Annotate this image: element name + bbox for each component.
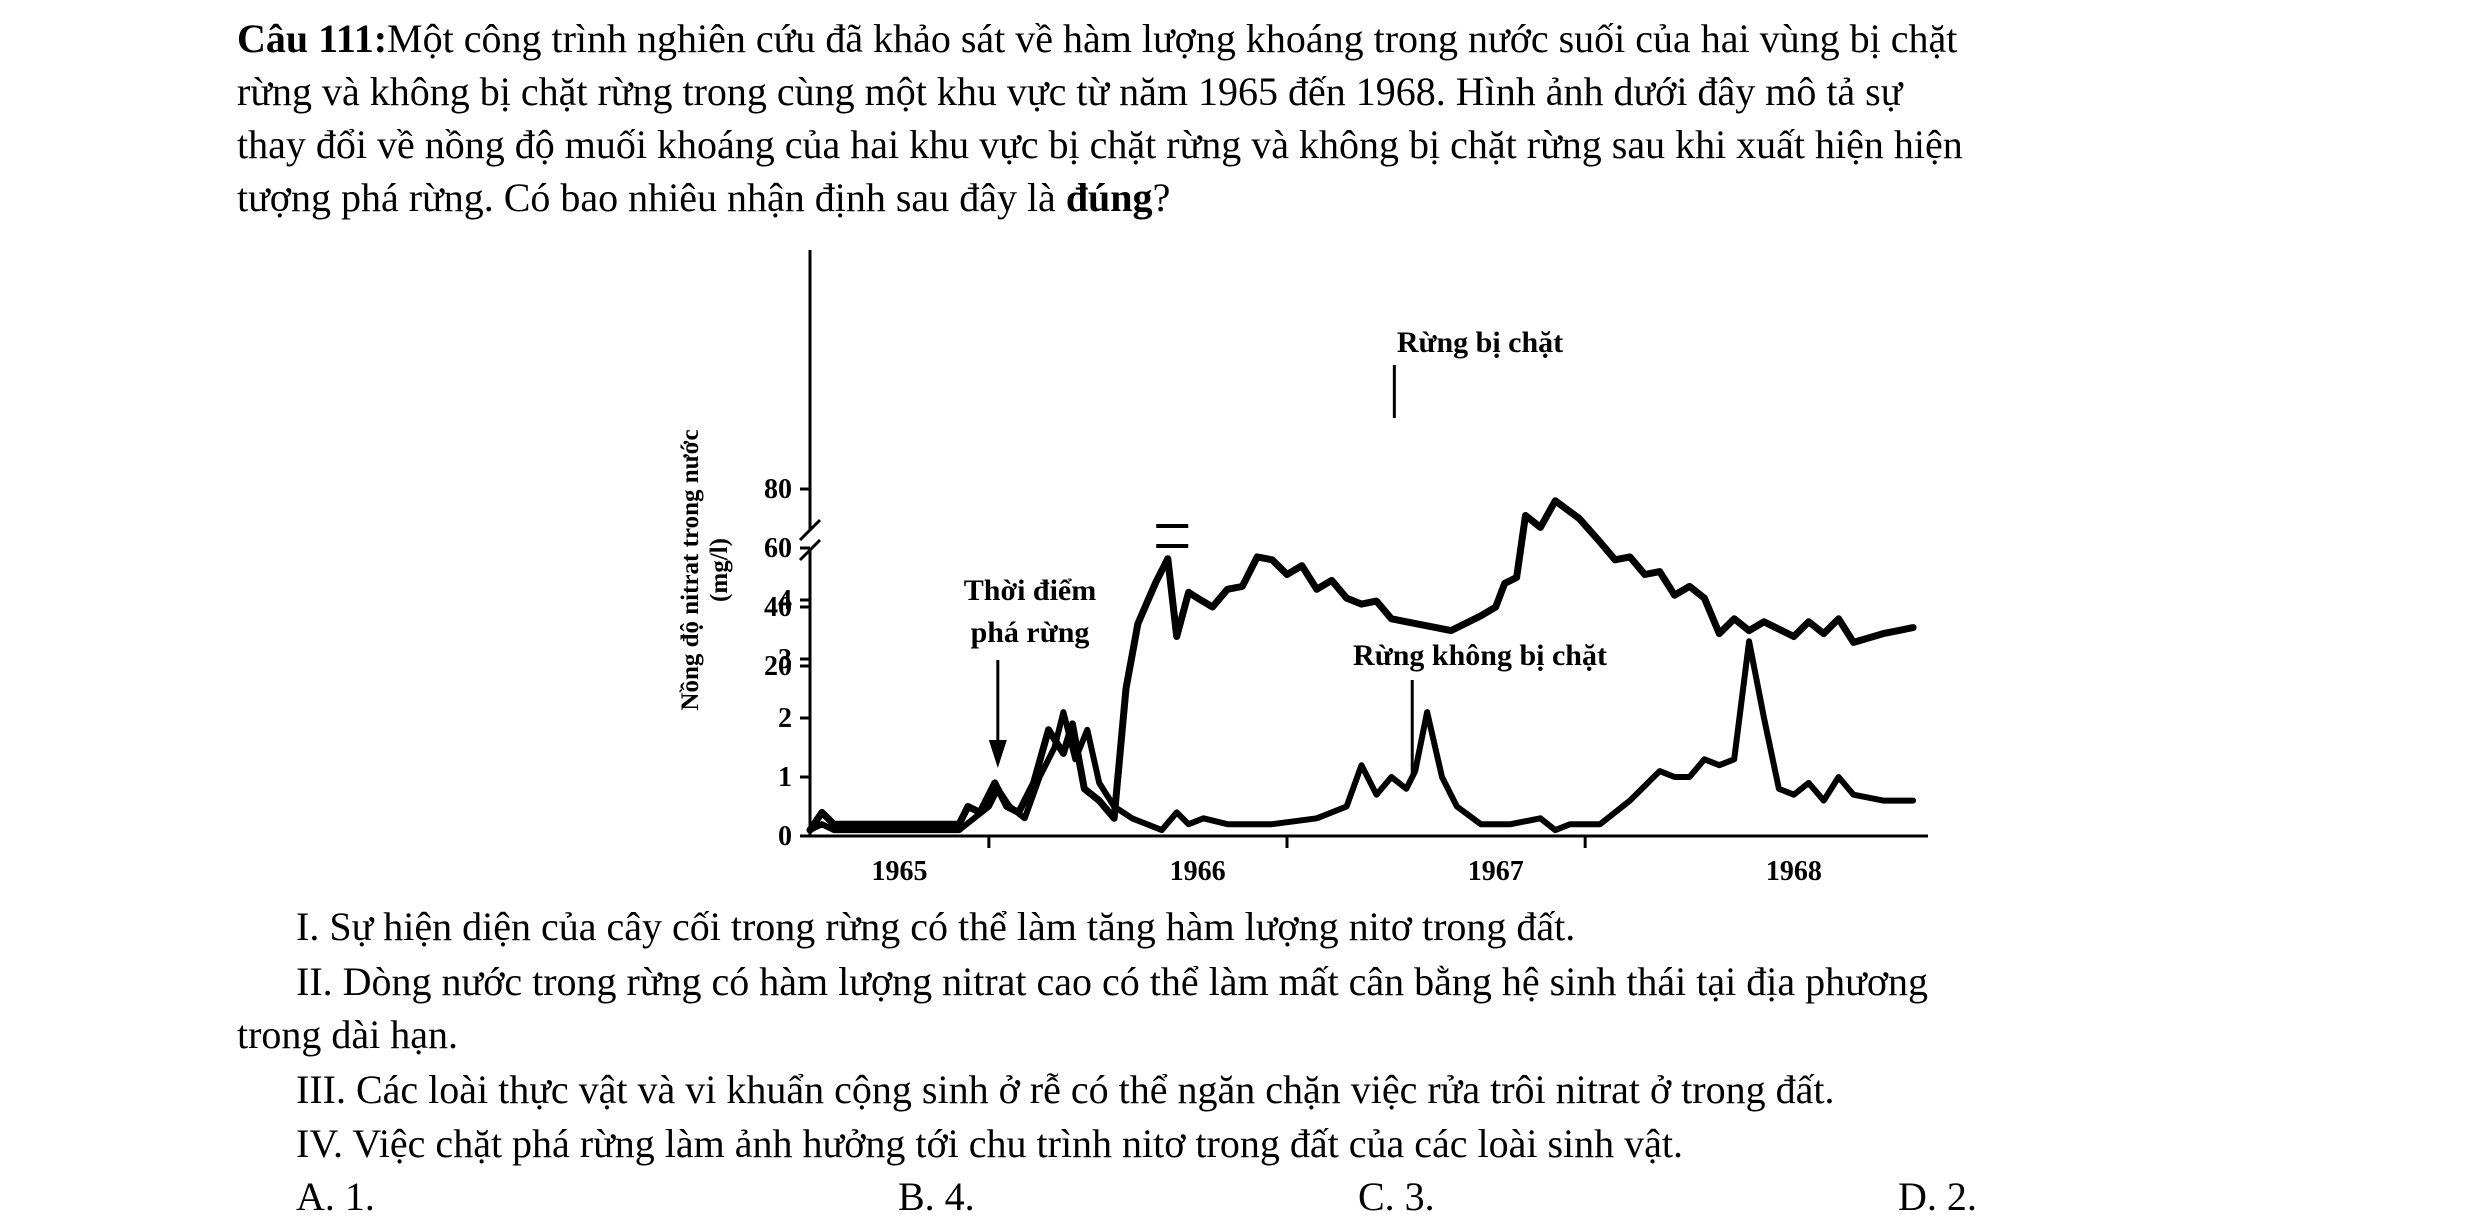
statement-4: IV. Việc chặt phá rừng làm ảnh hưởng tới… xyxy=(237,1117,1683,1170)
y-axis-title: Nồng độ nitrat trong nước xyxy=(677,429,704,710)
question-line-2: rừng và không bị chặt rừng trong cùng mộ… xyxy=(237,69,1903,114)
x-tick-label: 1968 xyxy=(1766,856,1822,887)
x-tick-label: 1966 xyxy=(1170,856,1226,887)
annotation-cut-forest: Rừng bị chặt xyxy=(1397,326,1563,359)
statement-3-text: III. Các loài thực vật và vi khuẩn cộng … xyxy=(296,1067,1835,1112)
y-tick-label: 0 xyxy=(778,821,792,852)
statement-4-text: IV. Việc chặt phá rừng làm ảnh hưởng tới… xyxy=(296,1121,1684,1166)
statement-2-text: II. Dòng nước trong rừng có hàm lượng ni… xyxy=(296,959,1928,1004)
question-line-4: tượng phá rừng. Có bao nhiêu nhận định s… xyxy=(237,171,2337,224)
statement-2: II. Dòng nước trong rừng có hàm lượng ni… xyxy=(237,955,1928,1008)
question-line-1-text: Một công trình nghiên cứu đã khảo sát về… xyxy=(387,16,1958,61)
statement-1-text: I. Sự hiện diện của cây cối trong rừng c… xyxy=(296,904,1576,949)
annotation-deforestation-line1: Thời điểm xyxy=(964,574,1096,607)
axis-break-mark-top xyxy=(798,518,822,542)
question-line-4-text: tượng phá rừng. Có bao nhiêu nhận định s… xyxy=(237,175,1066,220)
option-c[interactable]: C. 3. xyxy=(1358,1174,1435,1219)
chart-series xyxy=(806,497,1917,834)
x-tick-label: 1967 xyxy=(1468,856,1524,887)
deforestation-arrow-head xyxy=(988,740,1007,768)
cut-off-previous-line xyxy=(0,0,2481,12)
option-d[interactable]: D. 2. xyxy=(1898,1174,1977,1219)
question-text: Câu 111:Một công trình nghiên cứu đã khả… xyxy=(237,12,2337,224)
x-tick-label: 1965 xyxy=(871,856,927,887)
y-tick-label: 40 xyxy=(764,592,792,623)
question-end: ? xyxy=(1152,175,1171,220)
statement-2-continued: trong dài hạn. xyxy=(237,1012,459,1057)
annotation-deforestation-line2: phá rừng xyxy=(971,616,1090,649)
y-tick-label: 2 xyxy=(778,703,792,734)
y-tick-label: 80 xyxy=(764,474,792,505)
question-emphasis: đúng xyxy=(1065,175,1153,220)
axis-break-mark-bottom xyxy=(798,538,822,562)
nitrate-concentration-chart: 80 60 40 20 4 3 2 1 0 1965 1966 1967 1968 Nồng độ ni… xyxy=(677,250,1928,887)
question-number: Câu 111: xyxy=(237,16,388,61)
y-axis-labels: Nồng độ nitrat trong nước (mg/l) xyxy=(677,429,733,710)
series-cut-line xyxy=(806,497,1917,834)
question-line-3: thay đổi về nồng độ muối khoáng của hai … xyxy=(237,122,1963,167)
statement-3: III. Các loài thực vật và vi khuẩn cộng … xyxy=(237,1063,1835,1116)
y-tick-label: 1 xyxy=(778,762,792,793)
option-b[interactable]: B. 4. xyxy=(898,1174,975,1219)
option-a[interactable]: A. 1. xyxy=(296,1174,375,1219)
chart-axes: 80 60 40 20 4 3 2 1 0 1965 1966 1967 1968 xyxy=(764,250,1928,887)
y-tick-label: 60 xyxy=(764,533,792,564)
y-tick-label: 20 xyxy=(764,651,792,682)
series-break-gap xyxy=(1157,528,1188,544)
statement-1: I. Sự hiện diện của cây cối trong rừng c… xyxy=(237,900,1575,953)
y-axis-unit: (mg/l) xyxy=(706,538,733,602)
annotation-uncut-forest: Rừng không bị chặt xyxy=(1353,639,1607,672)
chart-annotations: Thời điểm phá rừng Rừng bị chặt Rừng không … xyxy=(964,326,1607,775)
series-uncut-line xyxy=(807,638,1917,834)
question-line-1: Câu 111:Một công trình nghiên cứu đã khả… xyxy=(237,12,2337,65)
y-tick-label: 3 xyxy=(778,644,792,675)
y-tick-label: 4 xyxy=(778,585,792,616)
